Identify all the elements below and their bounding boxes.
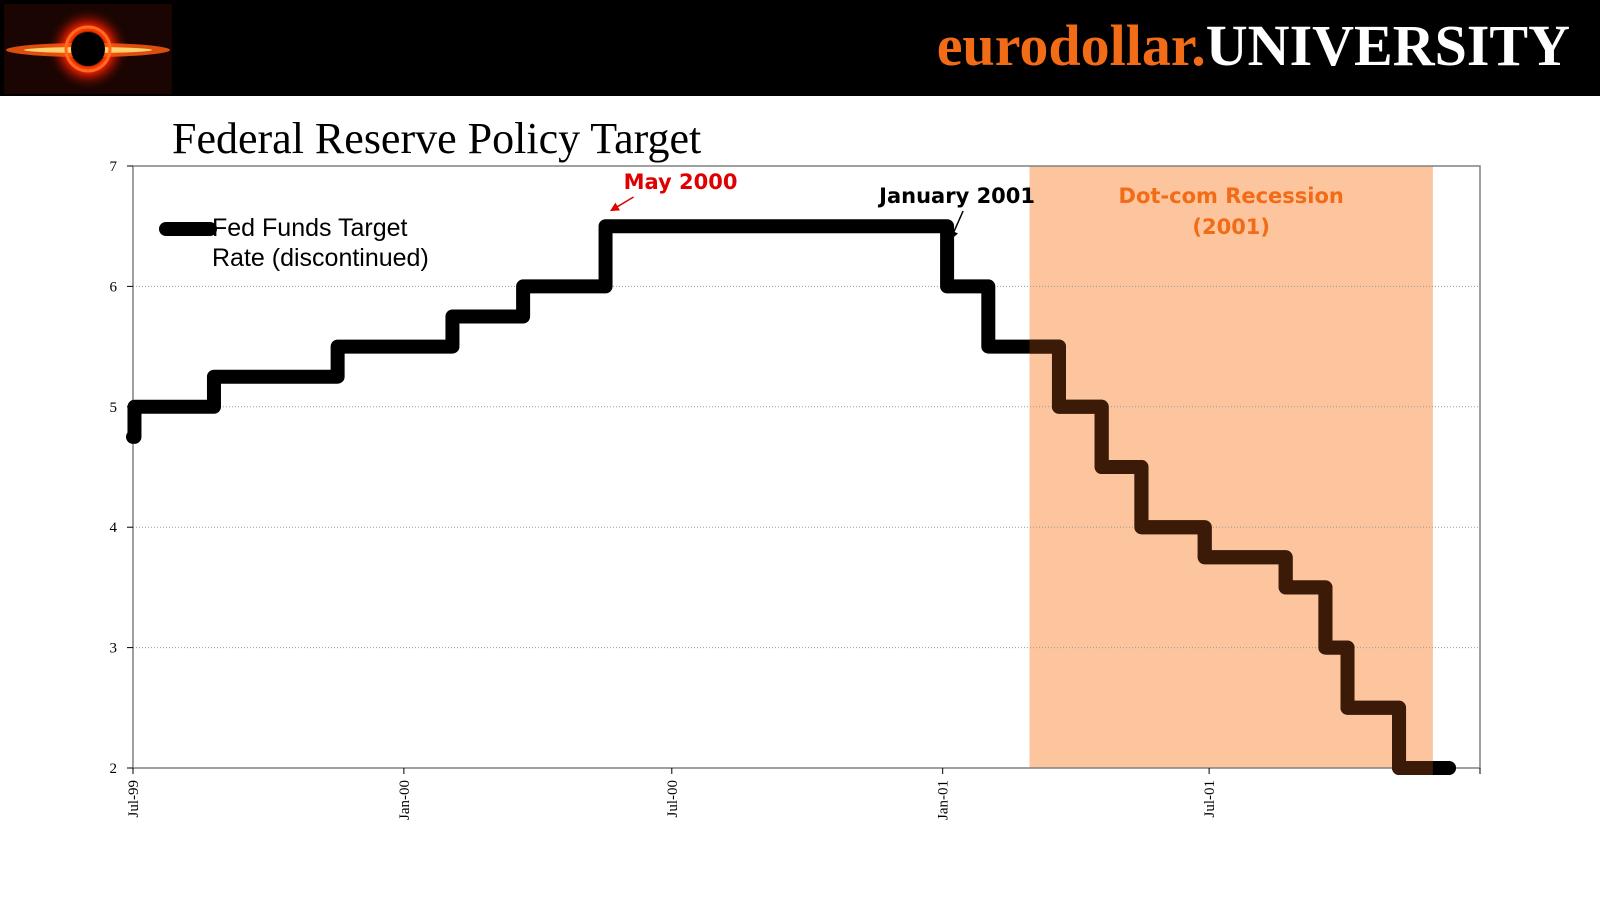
x-tick-label: Jan-01 bbox=[936, 780, 952, 820]
brand-part-university: UNIVERSITY bbox=[1205, 13, 1570, 78]
plot-border bbox=[132, 165, 1481, 769]
x-tick-label: Jul-01 bbox=[1202, 780, 1218, 818]
black-hole-logo-icon bbox=[4, 4, 172, 94]
legend-label: Rate (discontinued) bbox=[212, 244, 429, 272]
logo bbox=[4, 4, 172, 94]
x-tick-label: Jan-00 bbox=[397, 780, 413, 820]
y-tick-label: 5 bbox=[110, 400, 118, 416]
y-tick-label: 4 bbox=[110, 520, 118, 536]
annotation-may-2000: May 2000 bbox=[624, 170, 738, 194]
x-tick-label: Jul-99 bbox=[126, 780, 142, 818]
recession-label: Dot-com Recession bbox=[1119, 184, 1344, 208]
annotation-january-2001: January 2001 bbox=[877, 184, 1035, 208]
series-line-fed-funds-recession bbox=[1029, 339, 1433, 775]
chart-title: Federal Reserve Policy Target bbox=[172, 114, 702, 163]
brand-part-eurodollar: eurodollar. bbox=[936, 13, 1206, 78]
annotation-arrow-january-2001 bbox=[949, 210, 964, 240]
x-tick-label: Jul-00 bbox=[665, 780, 681, 818]
legend-label: Fed Funds Target bbox=[212, 214, 408, 242]
brand-title: eurodollar.UNIVERSITY bbox=[937, 8, 1570, 84]
recession-shading bbox=[1029, 166, 1433, 768]
y-tick-label: 6 bbox=[110, 279, 118, 295]
recession-label: (2001) bbox=[1192, 215, 1270, 239]
annotation-arrow-may-2000 bbox=[610, 196, 634, 212]
y-tick-label: 2 bbox=[110, 761, 118, 777]
y-tick-label: 3 bbox=[110, 641, 118, 657]
y-tick-label: 7 bbox=[110, 159, 118, 175]
header-banner: eurodollar.UNIVERSITY bbox=[0, 0, 1600, 96]
